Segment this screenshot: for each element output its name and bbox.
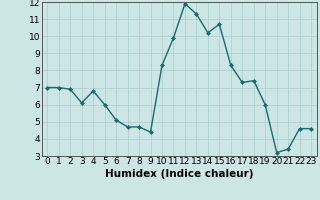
X-axis label: Humidex (Indice chaleur): Humidex (Indice chaleur) [105, 169, 253, 179]
